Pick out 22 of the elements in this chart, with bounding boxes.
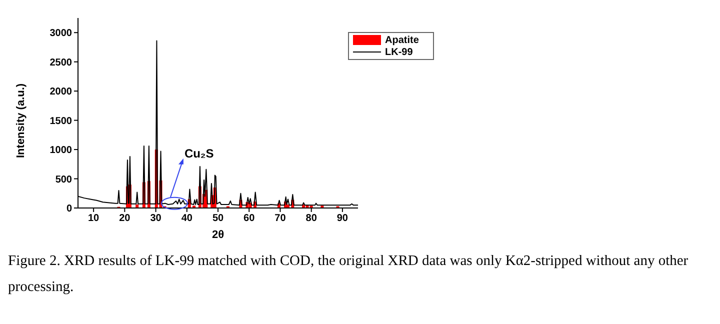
y-tick-label: 500 [55, 174, 72, 186]
x-tick-label: 20 [119, 213, 131, 224]
x-tick-label: 90 [336, 213, 348, 224]
caption: Figure 2. XRD results of LK-99 matched with COD, the original XRD data was only Kα2-stripped without any other processing. [8, 252, 690, 297]
x-tick-label: 10 [88, 213, 100, 224]
y-tick-label: 2500 [50, 57, 72, 68]
x-tick-label: 50 [212, 213, 224, 224]
legend-label: LK-99 [385, 46, 413, 58]
annotation: Cu₂S [184, 146, 214, 160]
x-tick-label: 40 [181, 213, 193, 224]
y-tick-label: 1500 [50, 116, 72, 127]
y-tick-label: 2000 [50, 86, 72, 98]
x-tick-label: 80 [306, 213, 318, 224]
y-tick-label: 0 [66, 204, 72, 215]
x-tick-label: 60 [244, 213, 256, 224]
x-tick-label: 70 [274, 213, 286, 224]
y-tick-label: 1000 [50, 145, 72, 156]
legend-label: Apatite [385, 34, 419, 46]
x-tick-label: 30 [150, 213, 162, 224]
y-tick-label: 3000 [50, 28, 72, 40]
x-axis-title: 2θ [212, 229, 224, 241]
y-axis-title: Intensity (a.u.) [14, 83, 27, 158]
